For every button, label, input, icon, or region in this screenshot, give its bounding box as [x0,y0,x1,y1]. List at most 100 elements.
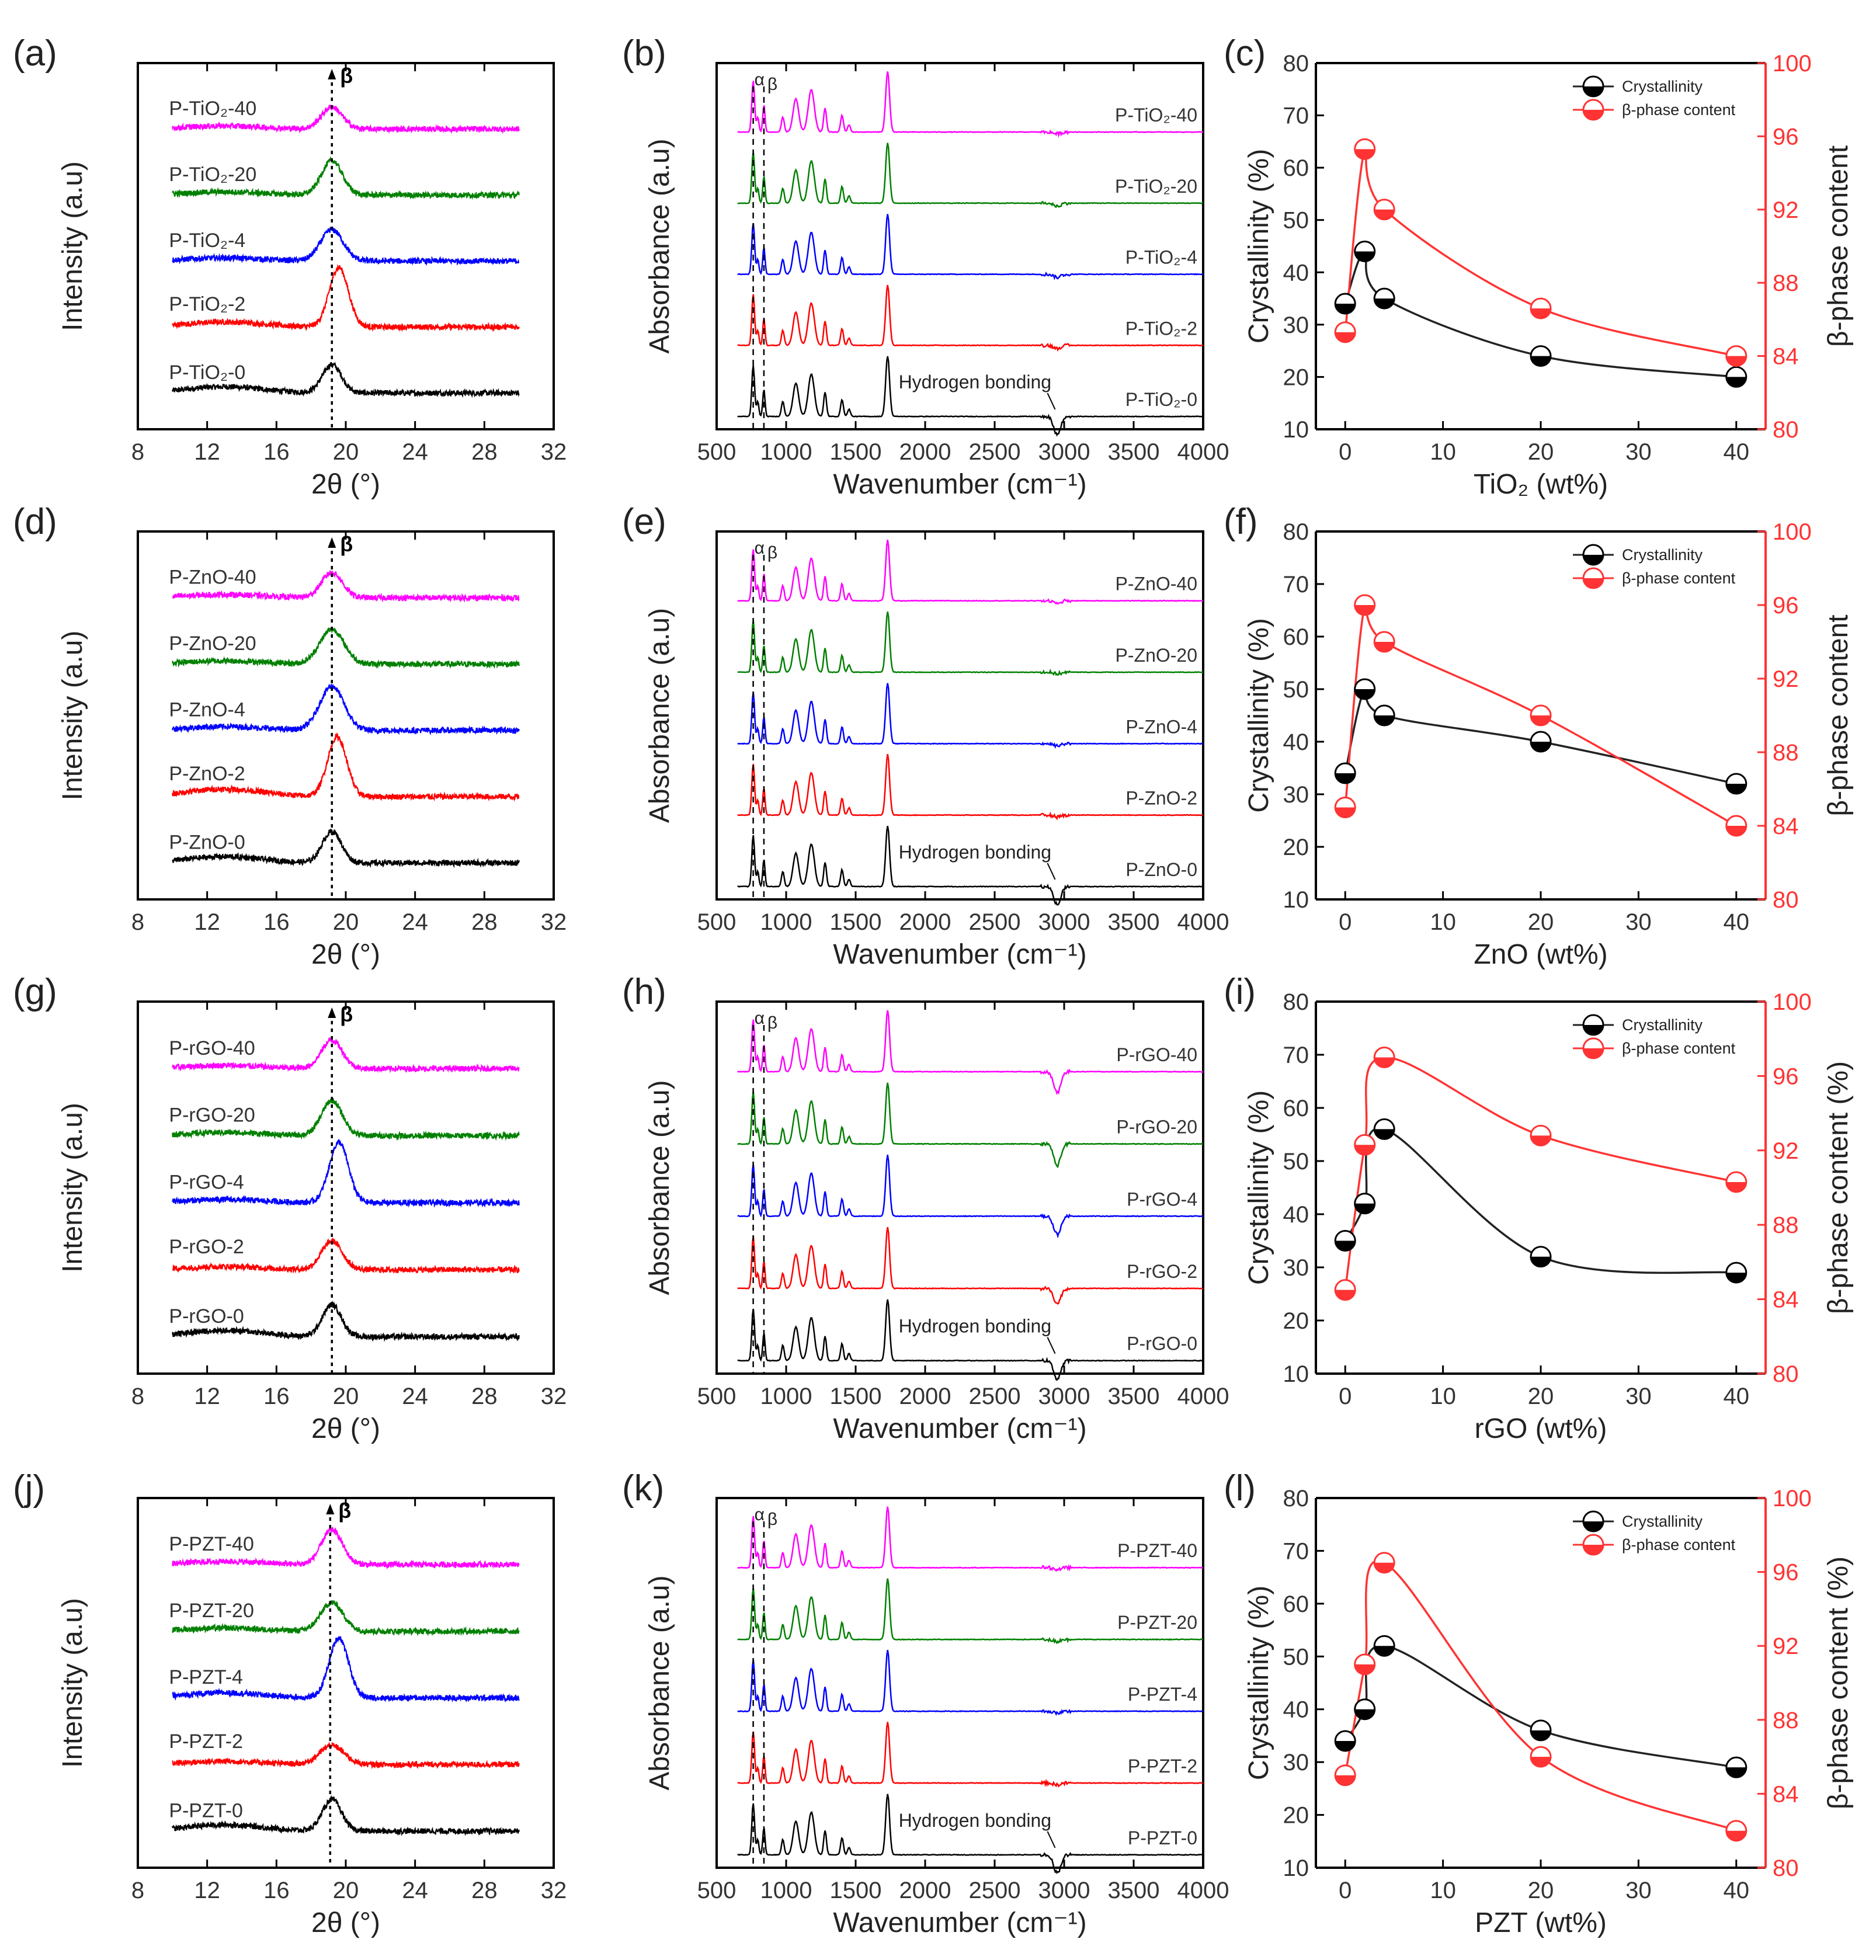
x-tick-label: 2000 [899,909,951,935]
ftir-series-line [737,143,1203,208]
x-tick-label: 4000 [1177,1384,1229,1409]
y-tick-label: 40 [1283,1697,1309,1723]
x-tick-label: 1000 [760,1384,812,1409]
x-tick-label: 2500 [969,1384,1021,1409]
y-tick-label: 10 [1283,417,1309,443]
y-tick-label: 80 [1283,51,1309,77]
xrd-chart-g: 8 12 16 20 24 28 32 2θ (°) Intensity (a.u) (g) P-r… [13,972,567,1444]
beta-label: β [767,75,777,94]
y-axis-label: Intensity (a.u) [57,1103,88,1273]
legend-beta-marker-fill [1583,110,1603,120]
ftir-series-line [737,1794,1204,1874]
x-tick-label: 20 [1528,1878,1554,1903]
y-axis-label: Intensity (a.u) [57,1598,88,1768]
beta-phase-point-fill [1335,332,1356,342]
beta-label: β [340,532,353,556]
x-tick-label: 3500 [1108,1878,1160,1903]
crystallinity-chart-c: 0 10 20 30 40 10 20 30 40 50 60 70 80 80 84 88 92 96 100 Ti… [1224,33,1854,500]
crystallinity-point-fill [1354,1709,1375,1719]
xrd-series-line [172,1037,520,1073]
y-tick-label: 70 [1283,1042,1309,1068]
xrd-series-line [172,570,520,603]
ftir-series-line [737,1722,1203,1788]
y-tick-label: 50 [1283,677,1309,703]
xrd-series-line [172,1526,520,1570]
ftir-series-line [737,1649,1203,1716]
series-label: P-TiO₂-40 [1115,105,1197,126]
series-label: P-ZnO-4 [1125,716,1197,737]
series-label: P-rGO-40 [1116,1044,1197,1065]
xrd-series-line [172,104,520,134]
beta-phase-line [1344,1056,1737,1290]
x-tick-label: 1500 [830,1878,882,1903]
x-tick-label: 2000 [899,1384,951,1409]
beta-arrow [328,69,336,79]
y2-tick-label: 96 [1773,1064,1799,1089]
ftir-series-line [737,1506,1203,1572]
x-axis-label: 2θ (°) [311,1413,380,1444]
beta-phase-point-fill [1374,642,1395,652]
crystallinity-point-fill [1374,1646,1395,1656]
x-tick-label: 30 [1625,1384,1652,1409]
x-tick-label: 3000 [1038,1878,1090,1903]
x-axis-label: ZnO (wt%) [1474,939,1607,970]
beta-label: β [767,1510,777,1529]
series-label: P-PZT-20 [1117,1612,1197,1633]
series-label: P-PZT-2 [1128,1756,1197,1777]
y-tick-label: 70 [1283,572,1309,597]
x-axis-label: rGO (wt%) [1475,1413,1607,1444]
x-tick-label: 3000 [1038,439,1090,465]
x-tick-label: 0 [1339,439,1352,465]
y-tick-label: 30 [1283,782,1309,808]
series-label: P-TiO₂-0 [1125,389,1197,410]
y-tick-label: 40 [1283,1202,1309,1228]
ftir-series-line [737,1226,1203,1305]
panel-label: (f) [1224,502,1258,542]
xrd-series-line [172,1097,520,1141]
beta-phase-point-fill [1335,807,1356,818]
legend-crystallinity-marker-fill [1583,86,1603,96]
y-tick-label: 70 [1283,103,1309,129]
y-tick-label: 20 [1283,364,1309,390]
x-tick-label: 16 [263,439,290,465]
x-tick-label: 1500 [830,1384,882,1409]
x-tick-label: 16 [263,1384,290,1409]
series-label: P-PZT-40 [1117,1540,1197,1561]
y2-tick-label: 84 [1773,1781,1799,1807]
legend-crystallinity-label: Crystallinity [1622,78,1703,95]
series-label: P-ZnO-2 [169,763,245,785]
x-tick-label: 30 [1625,1878,1652,1903]
alpha-label: α [755,538,765,558]
alpha-label: α [755,70,765,89]
x-tick-label: 2500 [969,1878,1021,1903]
y-axis-label: Crystallinity (%) [1243,1586,1274,1780]
x-tick-label: 1500 [830,439,882,465]
beta-label: β [767,543,777,562]
ftir-series-line [737,683,1203,749]
x-tick-label: 20 [1528,439,1554,465]
y-tick-label: 20 [1283,1308,1309,1334]
x-tick-label: 10 [1430,439,1456,465]
y-axis-label: Intensity (a.u) [57,161,88,331]
panel-label: (j) [13,1468,45,1509]
crystallinity-point-fill [1726,1273,1746,1283]
x-tick-label: 3500 [1108,439,1160,465]
x-tick-label: 24 [402,909,428,935]
x-tick-label: 500 [697,1384,736,1409]
y2-tick-label: 100 [1773,1486,1812,1511]
crystallinity-point-fill [1335,773,1356,783]
alpha-label: α [755,1505,765,1524]
y-axis-label: Intensity (a.u) [57,631,88,801]
crystallinity-point-fill [1726,784,1746,794]
series-label: P-PZT-4 [169,1666,243,1688]
panel-label: (a) [13,33,57,74]
series-label: P-PZT-0 [1128,1827,1197,1848]
series-label: P-TiO₂-2 [169,293,245,315]
y-tick-label: 60 [1283,1096,1309,1121]
x-tick-label: 30 [1625,439,1652,465]
x-tick-label: 500 [697,1878,736,1903]
beta-phase-point-fill [1335,1775,1356,1785]
ftir-series-line [737,1299,1203,1381]
series-label: P-ZnO-0 [1125,859,1197,880]
ftir-chart-k: 500 1000 1500 2000 2500 3000 3500 4000 Wavenumbe… [622,1468,1229,1938]
